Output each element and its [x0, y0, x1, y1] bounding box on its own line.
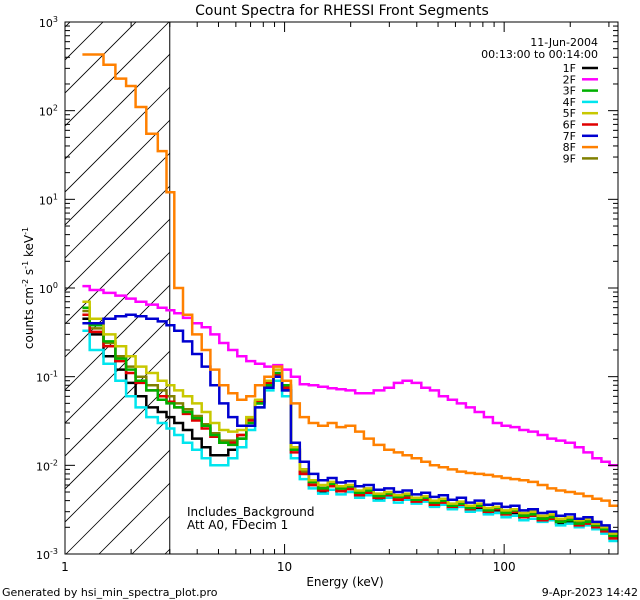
annotation-background: Includes_Background: [187, 505, 315, 519]
y-tick-label: 10-2: [36, 458, 58, 473]
hatch-line: [65, 22, 170, 127]
date-label: 11-Jun-2004: [530, 36, 598, 49]
legend-label-3F: 3F: [563, 85, 576, 98]
y-tick-label: 100: [39, 281, 58, 296]
x-axis-label: Energy (keV): [306, 575, 383, 589]
legend-label-5F: 5F: [563, 107, 576, 120]
x-tick-label: 10: [277, 560, 292, 574]
axes: 10-3 10-2 10-1 100 101 102 103 1 10 100: [36, 15, 619, 574]
x-tick-label: 100: [493, 560, 516, 574]
y-axis-label: counts cm-2 s-1 keV-1: [21, 227, 36, 349]
footer-generated-by: Generated by hsi_min_spectra_plot.pro: [2, 586, 218, 599]
x-tick-label: 1: [61, 560, 69, 574]
legend-label-1F: 1F: [563, 62, 576, 75]
hatch-mask: [169, 22, 618, 554]
y-tick-label: 102: [39, 104, 58, 119]
legend-label-7F: 7F: [563, 130, 576, 143]
attenuator-hatch-region: [65, 22, 618, 554]
series-5F: [82, 300, 618, 535]
y-tick-label: 10-1: [36, 370, 58, 385]
series-7F: [82, 313, 618, 533]
legend-label-4F: 4F: [563, 96, 576, 109]
hatch-line: [65, 22, 137, 94]
y-tick-label: 10-3: [36, 547, 58, 562]
series-4F: [82, 329, 618, 543]
annotation-attenuator: Att A0, FDecim 1: [187, 518, 288, 532]
series-8F: [82, 53, 618, 508]
time-range-label: 00:13:00 to 00:14:00: [481, 48, 598, 61]
legend-label-6F: 6F: [563, 119, 576, 132]
legend-label-2F: 2F: [563, 73, 576, 86]
chart-title: Count Spectra for RHESSI Front Segments: [195, 3, 489, 19]
series-layer: [82, 53, 618, 543]
y-tick-label: 101: [39, 192, 58, 207]
y-tick-label: 103: [39, 15, 58, 30]
legend-label-8F: 8F: [563, 141, 576, 154]
footer-timestamp: 9-Apr-2023 14:42: [542, 586, 638, 599]
legend-label-9F: 9F: [563, 152, 576, 165]
